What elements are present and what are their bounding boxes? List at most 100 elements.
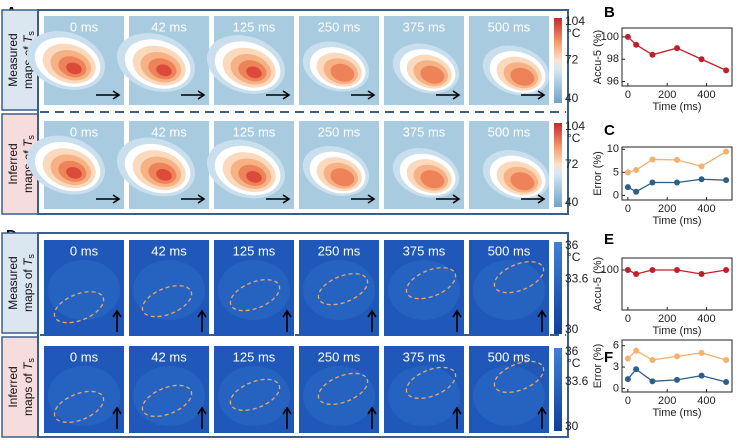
data-point [723,267,730,273]
time-label: 42 ms [151,243,187,258]
row-label-part: s [26,254,36,259]
arrow-head [112,194,121,204]
time-label: 250 ms [318,124,361,139]
roi-outline [317,273,369,306]
series-line [627,36,727,71]
tile-shade [218,260,290,320]
tile-shade [48,366,120,426]
row-label-part: s [26,31,36,36]
plot-frame [621,27,733,87]
data-point [723,356,730,363]
data-point [698,349,705,356]
tile-shade [473,260,545,320]
roi-outline [229,378,281,412]
heatmap-tile [116,121,209,209]
temp-contour [510,172,535,191]
time-label: 500 ms [488,349,531,364]
tile-shade [48,260,120,320]
tile-shade [218,366,290,426]
colorbar-tick-label: 30 [565,419,579,433]
colorbar-tick-label: 104 [565,14,585,28]
row-label-part: T [21,34,35,43]
time-label: 0 ms [70,19,99,34]
arrow-head [367,406,377,415]
colorbar-tick-label: 72 [565,157,579,171]
time-label: 42 ms [151,124,187,139]
time-label: 125 ms [233,19,276,34]
y-axis-label: Accu-5 (%) [592,257,604,311]
data-point [698,163,705,170]
panel-letter: C [604,122,615,139]
heatmap-tile [214,346,294,433]
temp-contour [66,166,82,179]
time-label: 500 ms [488,243,531,258]
data-point [624,376,631,383]
x-tick-label: 200 [658,395,676,407]
data-point [633,41,640,48]
temp-contour [246,170,262,183]
colorbar-unit: °C [567,131,581,145]
row-label: maps of Ts [21,254,36,312]
time-label: 250 ms [318,349,361,364]
y-tick-label: 0 [613,189,619,201]
colorbar [554,242,562,334]
tile-shade [388,366,460,426]
temp-contour [66,62,82,75]
heatmap-tile [299,346,379,433]
temp-contour [420,170,445,189]
colorbar-tick-label: 36 [565,238,579,252]
panel-letter: F [604,349,613,366]
data-point [698,176,705,183]
x-axis-label: Time (ms) [652,325,701,337]
y-tick-label: 3 [613,361,619,373]
temp-contour [156,168,172,181]
arrow-head [452,309,462,318]
data-point [624,267,631,273]
x-tick-label: 400 [697,395,715,407]
heatmap-tile [469,346,549,433]
y-tick-label: 98 [607,53,619,65]
row-label-box [1,232,39,334]
heatmap-tile [384,121,464,209]
row-label-part: s [26,358,36,363]
arrow-head [197,309,207,318]
colorbar-tick-label: 40 [565,195,579,209]
tile-shade [303,366,375,426]
time-label: 375 ms [403,243,446,258]
row-label-part: T [21,361,35,370]
colorbar-unit: °C [567,26,581,40]
x-tick-label: 200 [658,313,676,325]
arrow-head [367,194,376,204]
roi-outline [53,390,105,424]
data-point [698,56,705,63]
data-point [723,148,730,155]
arrow-head [367,90,376,100]
roi-outline [229,279,281,312]
heatmap-tile [44,346,124,433]
x-tick-label: 0 [625,395,631,407]
x-tick-label: 200 [658,203,676,215]
heatmap-tile [299,16,379,105]
time-label: 250 ms [318,19,361,34]
heatmap-tile [44,240,124,336]
arrow-head [197,90,206,100]
colorbar [554,18,562,103]
temp-contour [246,66,262,79]
data-point [624,33,631,40]
colorbar-unit: °C [567,356,581,370]
tile-shade [388,260,460,320]
heatmap-tile [469,240,549,336]
arrow-head [452,194,461,204]
plot-frame [621,146,733,201]
row-label-part: maps of [21,370,35,416]
time-label: 0 ms [70,349,99,364]
x-tick-label: 0 [625,89,631,101]
roi-outline [405,267,457,300]
data-point [723,379,730,386]
y-tick-label: 5 [613,166,619,178]
arrow-head [367,309,377,318]
section-frame [37,9,569,215]
roi-outline [405,366,457,400]
heatmap-tile [384,240,464,336]
